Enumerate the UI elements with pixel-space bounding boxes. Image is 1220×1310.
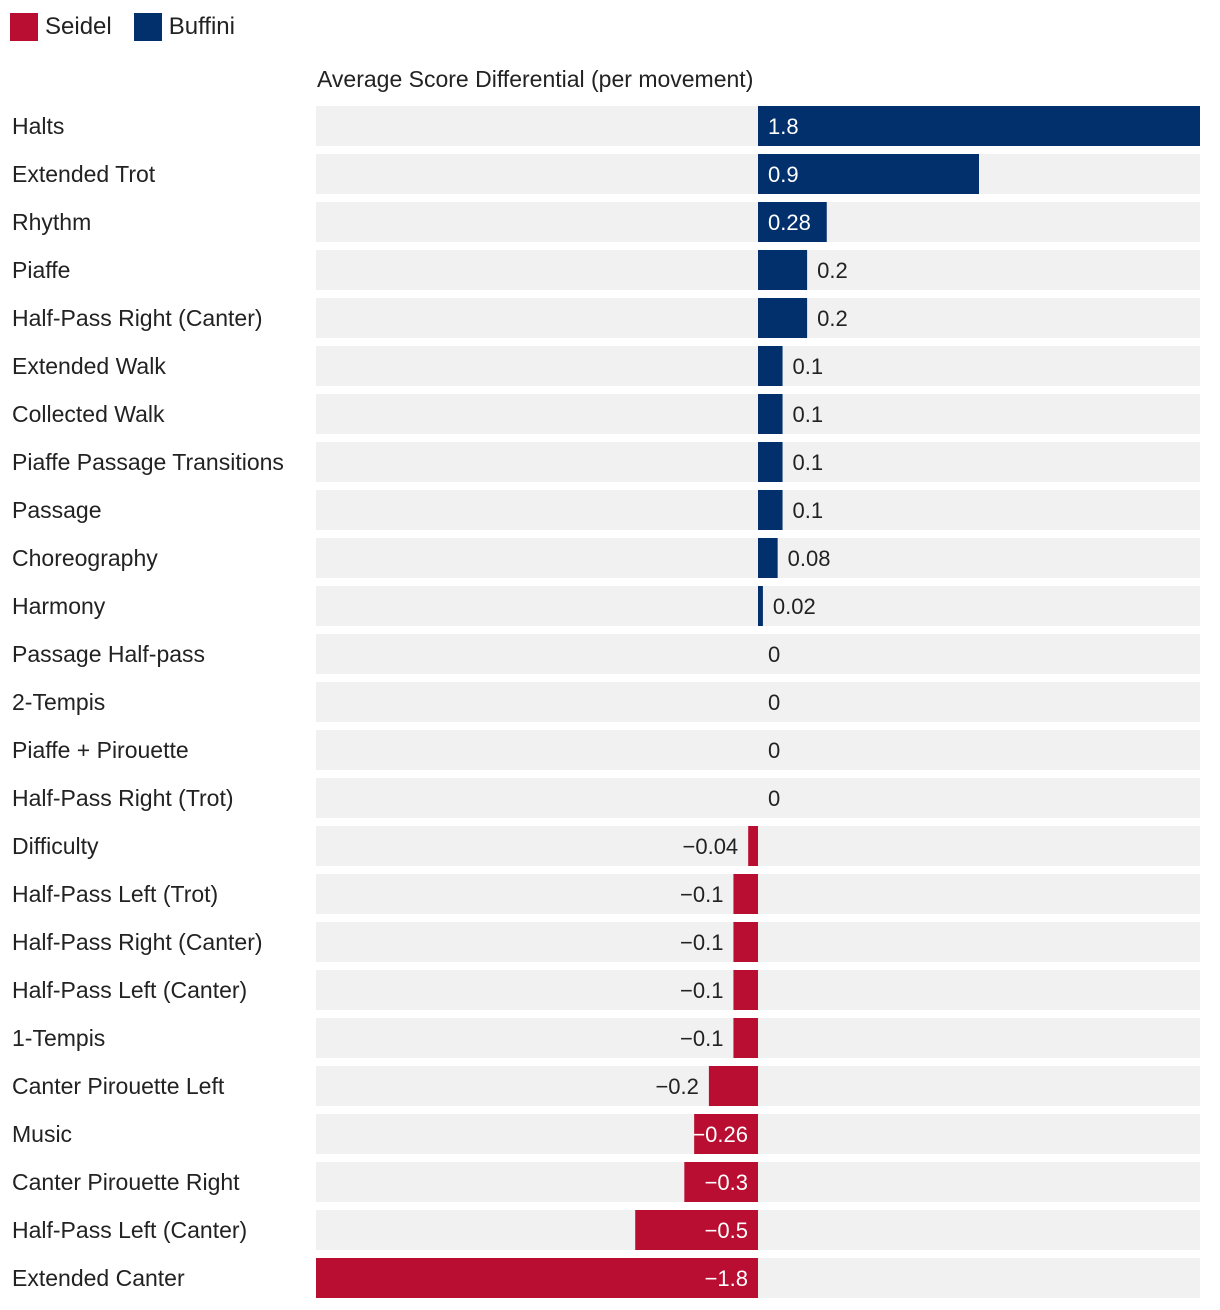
category-label: Half-Pass Left (Canter) bbox=[12, 1217, 247, 1243]
value-label: 0.1 bbox=[793, 450, 824, 475]
category-label: Half-Pass Left (Trot) bbox=[12, 881, 218, 907]
category-label: Canter Pirouette Left bbox=[12, 1073, 225, 1099]
value-label: −1.8 bbox=[705, 1266, 748, 1291]
bar bbox=[758, 490, 783, 530]
category-label: Difficulty bbox=[12, 833, 99, 859]
value-label: −0.1 bbox=[680, 930, 723, 955]
value-label: 0.02 bbox=[773, 594, 816, 619]
legend-label-buffini: Buffini bbox=[168, 13, 235, 40]
value-label: 0.1 bbox=[793, 354, 824, 379]
seidel-swatch bbox=[10, 13, 38, 41]
bar bbox=[758, 346, 783, 386]
bar bbox=[635, 1210, 758, 1250]
bar-track bbox=[316, 682, 1200, 722]
bar bbox=[758, 394, 783, 434]
chart-title: Average Score Differential (per movement… bbox=[317, 66, 754, 92]
category-label: Half-Pass Right (Canter) bbox=[12, 305, 263, 331]
category-label: Extended Trot bbox=[12, 161, 156, 187]
legend-item-seidel[interactable]: Seidel bbox=[10, 13, 112, 41]
value-label: 0 bbox=[768, 642, 780, 667]
bar bbox=[758, 442, 783, 482]
category-label: Music bbox=[12, 1121, 72, 1147]
category-label: Passage bbox=[12, 497, 102, 523]
category-label: Piaffe Passage Transitions bbox=[12, 449, 284, 475]
value-label: −0.1 bbox=[680, 882, 723, 907]
value-label: 0.1 bbox=[793, 498, 824, 523]
category-label: Half-Pass Left (Canter) bbox=[12, 977, 247, 1003]
bar bbox=[316, 1258, 758, 1298]
bar-track bbox=[316, 778, 1200, 818]
value-label: 0 bbox=[768, 690, 780, 715]
bar bbox=[758, 250, 808, 290]
bar-track bbox=[316, 730, 1200, 770]
bar bbox=[758, 586, 763, 626]
bar bbox=[708, 1066, 758, 1106]
bar bbox=[758, 154, 979, 194]
value-label: 0.1 bbox=[793, 402, 824, 427]
bar bbox=[733, 922, 758, 962]
category-label: Harmony bbox=[12, 593, 106, 619]
value-label: −0.04 bbox=[683, 834, 739, 859]
value-label: −0.1 bbox=[680, 978, 723, 1003]
value-label: 1.8 bbox=[768, 114, 799, 139]
value-label: −0.2 bbox=[655, 1074, 698, 1099]
value-label: −0.1 bbox=[680, 1026, 723, 1051]
legend-label-seidel: Seidel bbox=[45, 13, 112, 40]
value-label: −0.26 bbox=[692, 1122, 748, 1147]
bar bbox=[748, 826, 758, 866]
bar bbox=[733, 1018, 758, 1058]
value-label: −0.3 bbox=[705, 1170, 748, 1195]
category-label: Rhythm bbox=[12, 209, 91, 235]
value-label: 0.9 bbox=[768, 162, 799, 187]
buffini-swatch bbox=[133, 13, 162, 41]
category-label: Halts bbox=[12, 113, 64, 139]
category-label: Half-Pass Right (Trot) bbox=[12, 785, 234, 811]
value-label: 0.28 bbox=[768, 210, 811, 235]
bar bbox=[694, 1114, 758, 1154]
category-label: Extended Canter bbox=[12, 1265, 185, 1291]
legend-item-buffini[interactable]: Buffini bbox=[133, 13, 235, 41]
category-label: 1-Tempis bbox=[12, 1025, 105, 1051]
category-label: Piaffe + Pirouette bbox=[12, 737, 189, 763]
category-label: Collected Walk bbox=[12, 401, 165, 427]
bar bbox=[733, 970, 758, 1010]
value-label: 0.2 bbox=[817, 258, 848, 283]
bar bbox=[684, 1162, 758, 1202]
bar bbox=[758, 202, 827, 242]
category-label: Half-Pass Right (Canter) bbox=[12, 929, 263, 955]
value-label: 0 bbox=[768, 738, 780, 763]
category-label: 2-Tempis bbox=[12, 689, 105, 715]
bar bbox=[733, 874, 758, 914]
bar bbox=[758, 106, 1200, 146]
category-label: Piaffe bbox=[12, 257, 70, 283]
bar-track bbox=[316, 634, 1200, 674]
category-label: Choreography bbox=[12, 545, 158, 571]
category-label: Passage Half-pass bbox=[12, 641, 205, 667]
value-label: 0.2 bbox=[817, 306, 848, 331]
value-label: 0 bbox=[768, 786, 780, 811]
category-label: Extended Walk bbox=[12, 353, 166, 379]
value-label: 0.08 bbox=[788, 546, 831, 571]
value-label: −0.5 bbox=[705, 1218, 748, 1243]
bar bbox=[758, 538, 778, 578]
legend: Seidel Buffini bbox=[10, 12, 257, 42]
category-label: Canter Pirouette Right bbox=[12, 1169, 240, 1195]
bar bbox=[758, 298, 808, 338]
